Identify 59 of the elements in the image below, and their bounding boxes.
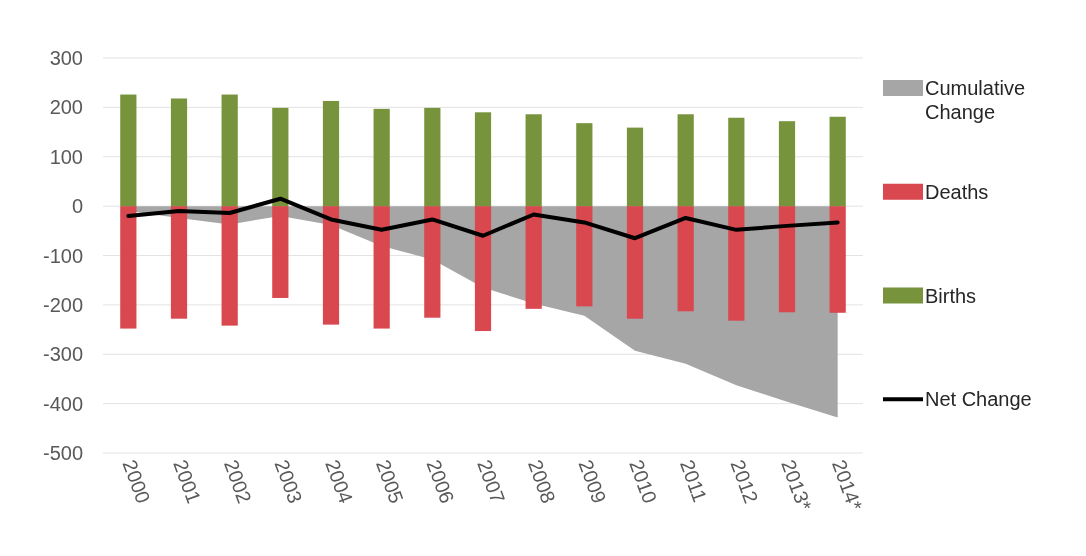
x-tick-label: 2008 [523,456,560,507]
x-tick-label: 2005 [371,456,408,507]
x-tick-label: 2007 [473,456,510,507]
line-series [126,196,840,241]
bar [272,206,289,298]
bar [829,116,846,207]
y-tick-label: 0 [71,195,83,218]
legend-label: Births [925,284,977,307]
bar [474,112,492,207]
bar [626,127,644,207]
bar [677,206,694,312]
y-tick-label: -400 [42,392,83,415]
bar [120,94,137,207]
y-tick-label: -500 [42,442,83,464]
x-tick-label: 2003 [270,456,307,507]
x-tick-label: 2010 [625,456,662,507]
legend-label: Net Change [925,388,1032,411]
legend-label: Deaths [925,180,989,203]
x-tick-label: 2000 [118,456,155,507]
bar [424,206,441,318]
bar [272,107,289,207]
bar [221,94,238,207]
bar [829,206,846,313]
bar [576,206,593,307]
bar [322,100,340,207]
bar [728,206,745,321]
bar [322,206,340,325]
bar [525,206,542,309]
y-tick-label: -300 [42,343,83,366]
bar [677,114,694,207]
bar [626,206,644,319]
bar [373,108,390,207]
x-tick-label: 2012 [726,456,763,507]
y-tick-label: -200 [42,293,83,316]
bar [424,107,441,207]
bar [170,206,188,319]
bar [576,123,593,207]
x-tick-label: 2011 [675,456,712,505]
x-tick-label: 2014* [827,456,867,514]
bar [778,121,796,207]
bar [474,206,492,332]
x-tick-label: 2002 [219,456,256,507]
bar [373,206,390,329]
x-tick-label: 2006 [422,456,459,507]
x-tick-label: 2009 [574,456,611,507]
y-tick-label: 300 [49,47,83,69]
y-tick-label: 100 [49,145,83,168]
x-tick-label: 2013* [777,456,816,514]
bar [221,206,238,326]
y-tick-label: 200 [49,96,83,119]
bar [170,98,188,207]
x-tick-label: 2001 [169,456,206,507]
bar [728,117,745,207]
bar [778,206,796,313]
bar [120,206,137,329]
bar [525,114,542,207]
x-tick-label: 2004 [321,456,358,507]
y-tick-label: -100 [42,244,83,267]
legend-label: Cumulative Change [925,77,1026,123]
